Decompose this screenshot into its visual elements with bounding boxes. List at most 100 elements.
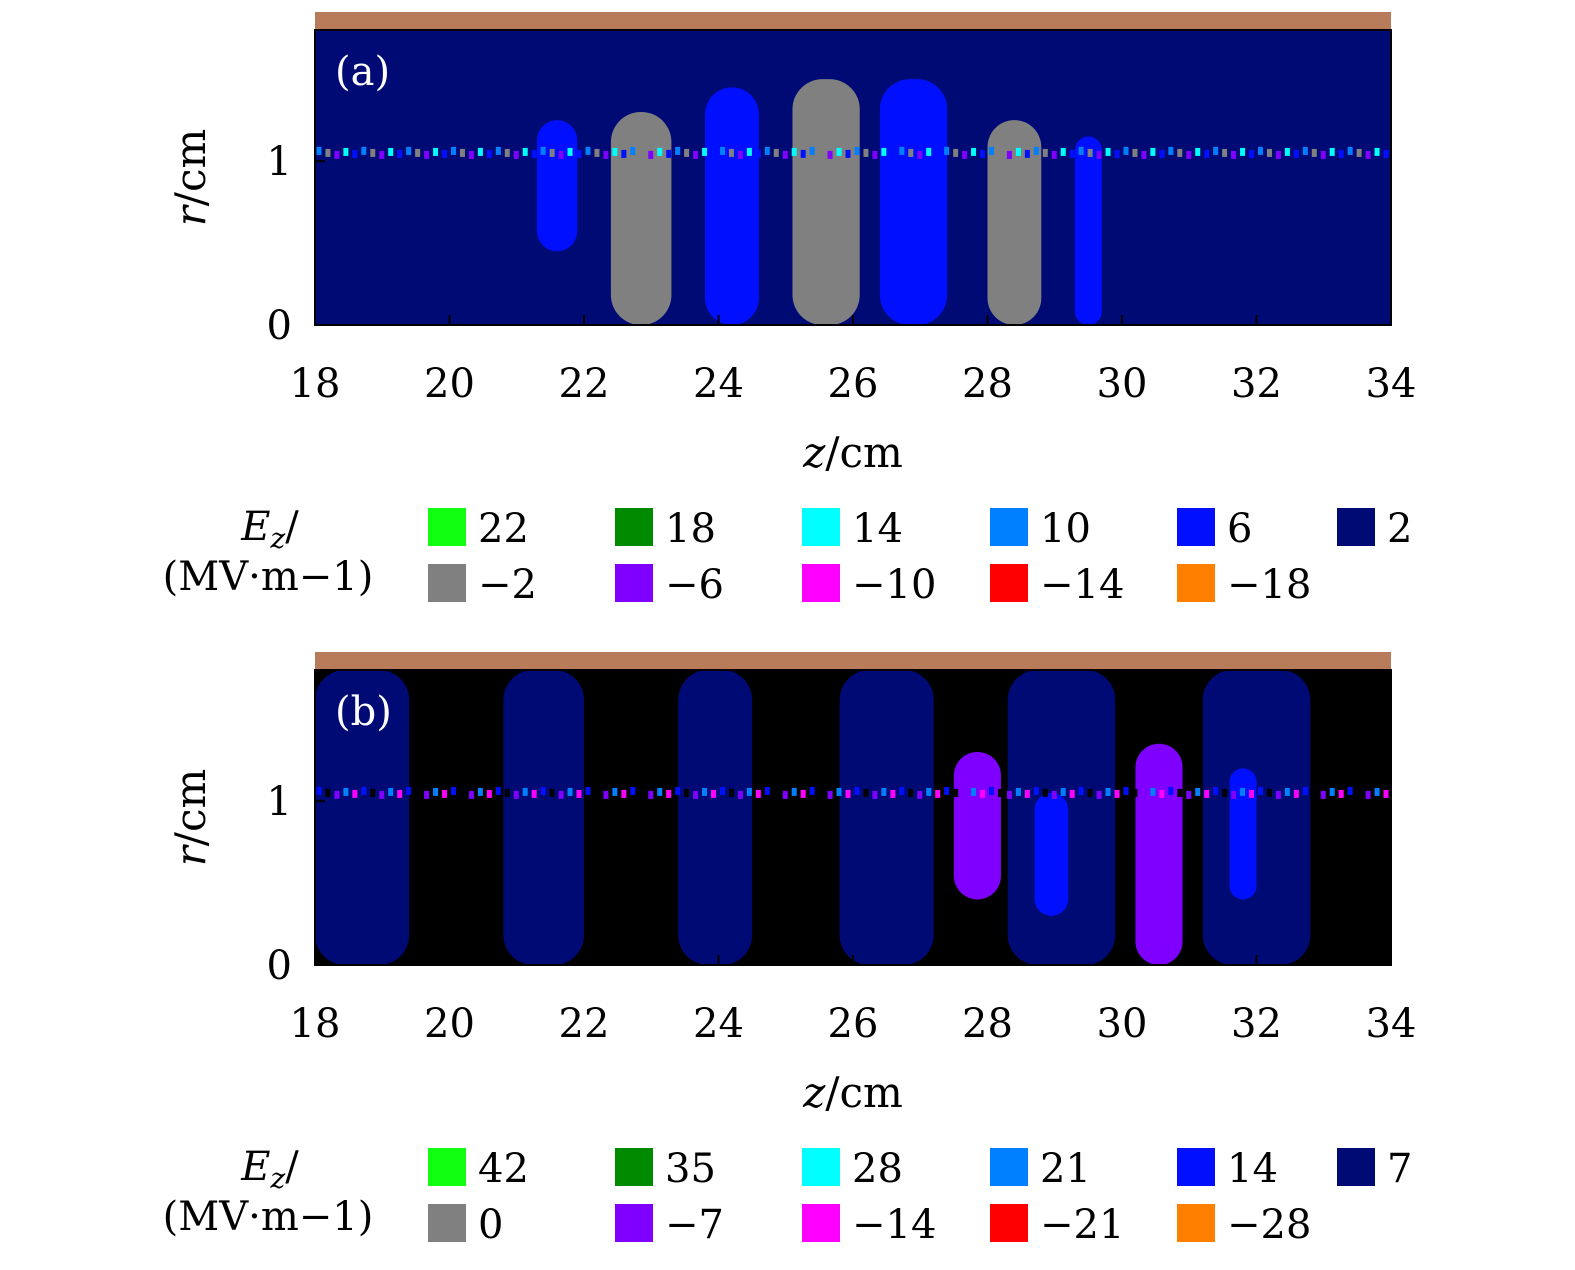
band-speckle <box>486 149 492 158</box>
band-speckle <box>1195 147 1201 156</box>
band-speckle <box>890 789 896 798</box>
band-speckle <box>1302 146 1308 155</box>
band-speckle <box>782 150 788 159</box>
band-speckle <box>1186 150 1192 159</box>
band-speckle <box>1266 788 1272 797</box>
band-speckle <box>809 786 815 795</box>
legend-swatch <box>428 1204 466 1242</box>
band-speckle <box>406 786 412 795</box>
band-speckle <box>1087 788 1093 797</box>
band-speckle <box>809 146 815 155</box>
band-speckle <box>711 789 717 798</box>
band-speckle <box>657 787 663 796</box>
band-speckle <box>388 147 394 156</box>
band-speckle <box>1024 149 1030 158</box>
contour-region <box>1229 768 1257 900</box>
band-speckle <box>773 788 779 797</box>
legend-label: −7 <box>665 1202 724 1248</box>
band-speckle <box>1069 149 1075 158</box>
legend-title: Ez/ <box>240 1144 299 1195</box>
band-speckle <box>612 147 618 156</box>
legend-label: 42 <box>478 1146 529 1192</box>
band-speckle <box>1293 789 1299 798</box>
band-speckle <box>1069 789 1075 798</box>
band-speckle <box>1204 149 1210 158</box>
band-speckle <box>1231 790 1237 799</box>
band-speckle <box>1177 148 1183 157</box>
band-speckle <box>818 788 824 797</box>
y-axis-title: r/cm <box>166 129 215 227</box>
contour-region <box>879 79 948 326</box>
x-tick-label: 20 <box>424 1001 475 1047</box>
x-tick-label: 22 <box>559 361 610 407</box>
band-speckle <box>433 787 439 796</box>
band-speckle <box>558 790 564 799</box>
x-tick-label: 18 <box>290 1001 341 1047</box>
band-speckle <box>1329 787 1335 796</box>
band-speckle <box>988 146 994 155</box>
band-speckle <box>603 150 609 159</box>
band-speckle <box>504 148 510 157</box>
y-tick-label: 1 <box>267 779 292 825</box>
band-speckle <box>693 790 699 799</box>
legend-label: 14 <box>1227 1146 1278 1192</box>
legend-label: 21 <box>1040 1146 1091 1192</box>
band-speckle <box>325 788 331 797</box>
legend-label: −28 <box>1227 1202 1311 1248</box>
band-speckle <box>836 147 842 156</box>
band-speckle <box>881 147 887 156</box>
band-speckle <box>926 787 932 796</box>
band-speckle <box>1096 150 1102 159</box>
band-speckle <box>459 788 465 797</box>
band-speckle <box>863 148 869 157</box>
legend-swatch <box>802 1148 840 1186</box>
band-speckle <box>1329 147 1335 156</box>
band-speckle <box>755 789 761 798</box>
band-speckle <box>702 787 708 796</box>
band-speckle <box>424 150 430 159</box>
band-speckle <box>836 787 842 796</box>
band-speckle <box>513 790 519 799</box>
legend-swatch <box>802 508 840 546</box>
band-speckle <box>863 788 869 797</box>
x-tick-label: 26 <box>828 1001 879 1047</box>
band-speckle <box>370 788 376 797</box>
y-tick-label: 0 <box>267 943 292 989</box>
band-speckle <box>1383 789 1389 798</box>
band-speckle <box>1105 787 1111 796</box>
band-speckle <box>1114 149 1120 158</box>
x-tick-label: 28 <box>962 361 1013 407</box>
band-speckle <box>486 789 492 798</box>
band-speckle <box>1195 787 1201 796</box>
band-speckle <box>737 150 743 159</box>
band-speckle <box>549 148 555 157</box>
legend-swatch <box>615 1204 653 1242</box>
band-speckle <box>1320 790 1326 799</box>
band-speckle <box>648 790 654 799</box>
band-speckle <box>630 786 636 795</box>
legend-swatch <box>1177 1148 1215 1186</box>
band-speckle <box>1311 148 1317 157</box>
band-speckle <box>917 150 923 159</box>
legend-label: 22 <box>478 506 529 552</box>
legend-swatch <box>990 1204 1028 1242</box>
band-speckle <box>728 148 734 157</box>
band-speckle <box>773 148 779 157</box>
band-speckle <box>468 790 474 799</box>
band-speckle <box>1257 786 1263 795</box>
x-axis-title: z/cm <box>802 428 903 477</box>
band-speckle <box>917 790 923 799</box>
contour-region <box>503 670 584 965</box>
band-speckle <box>791 147 797 156</box>
band-speckle <box>1114 789 1120 798</box>
contour-region <box>536 120 578 252</box>
band-speckle <box>1356 148 1362 157</box>
band-speckle <box>639 788 645 797</box>
band-speckle <box>406 146 412 155</box>
legend-title-units: (MV·m−1) <box>163 1194 374 1240</box>
band-speckle <box>594 788 600 797</box>
band-speckle <box>1284 787 1290 796</box>
x-tick-label: 34 <box>1366 361 1417 407</box>
band-speckle <box>576 149 582 158</box>
band-speckle <box>1249 149 1255 158</box>
